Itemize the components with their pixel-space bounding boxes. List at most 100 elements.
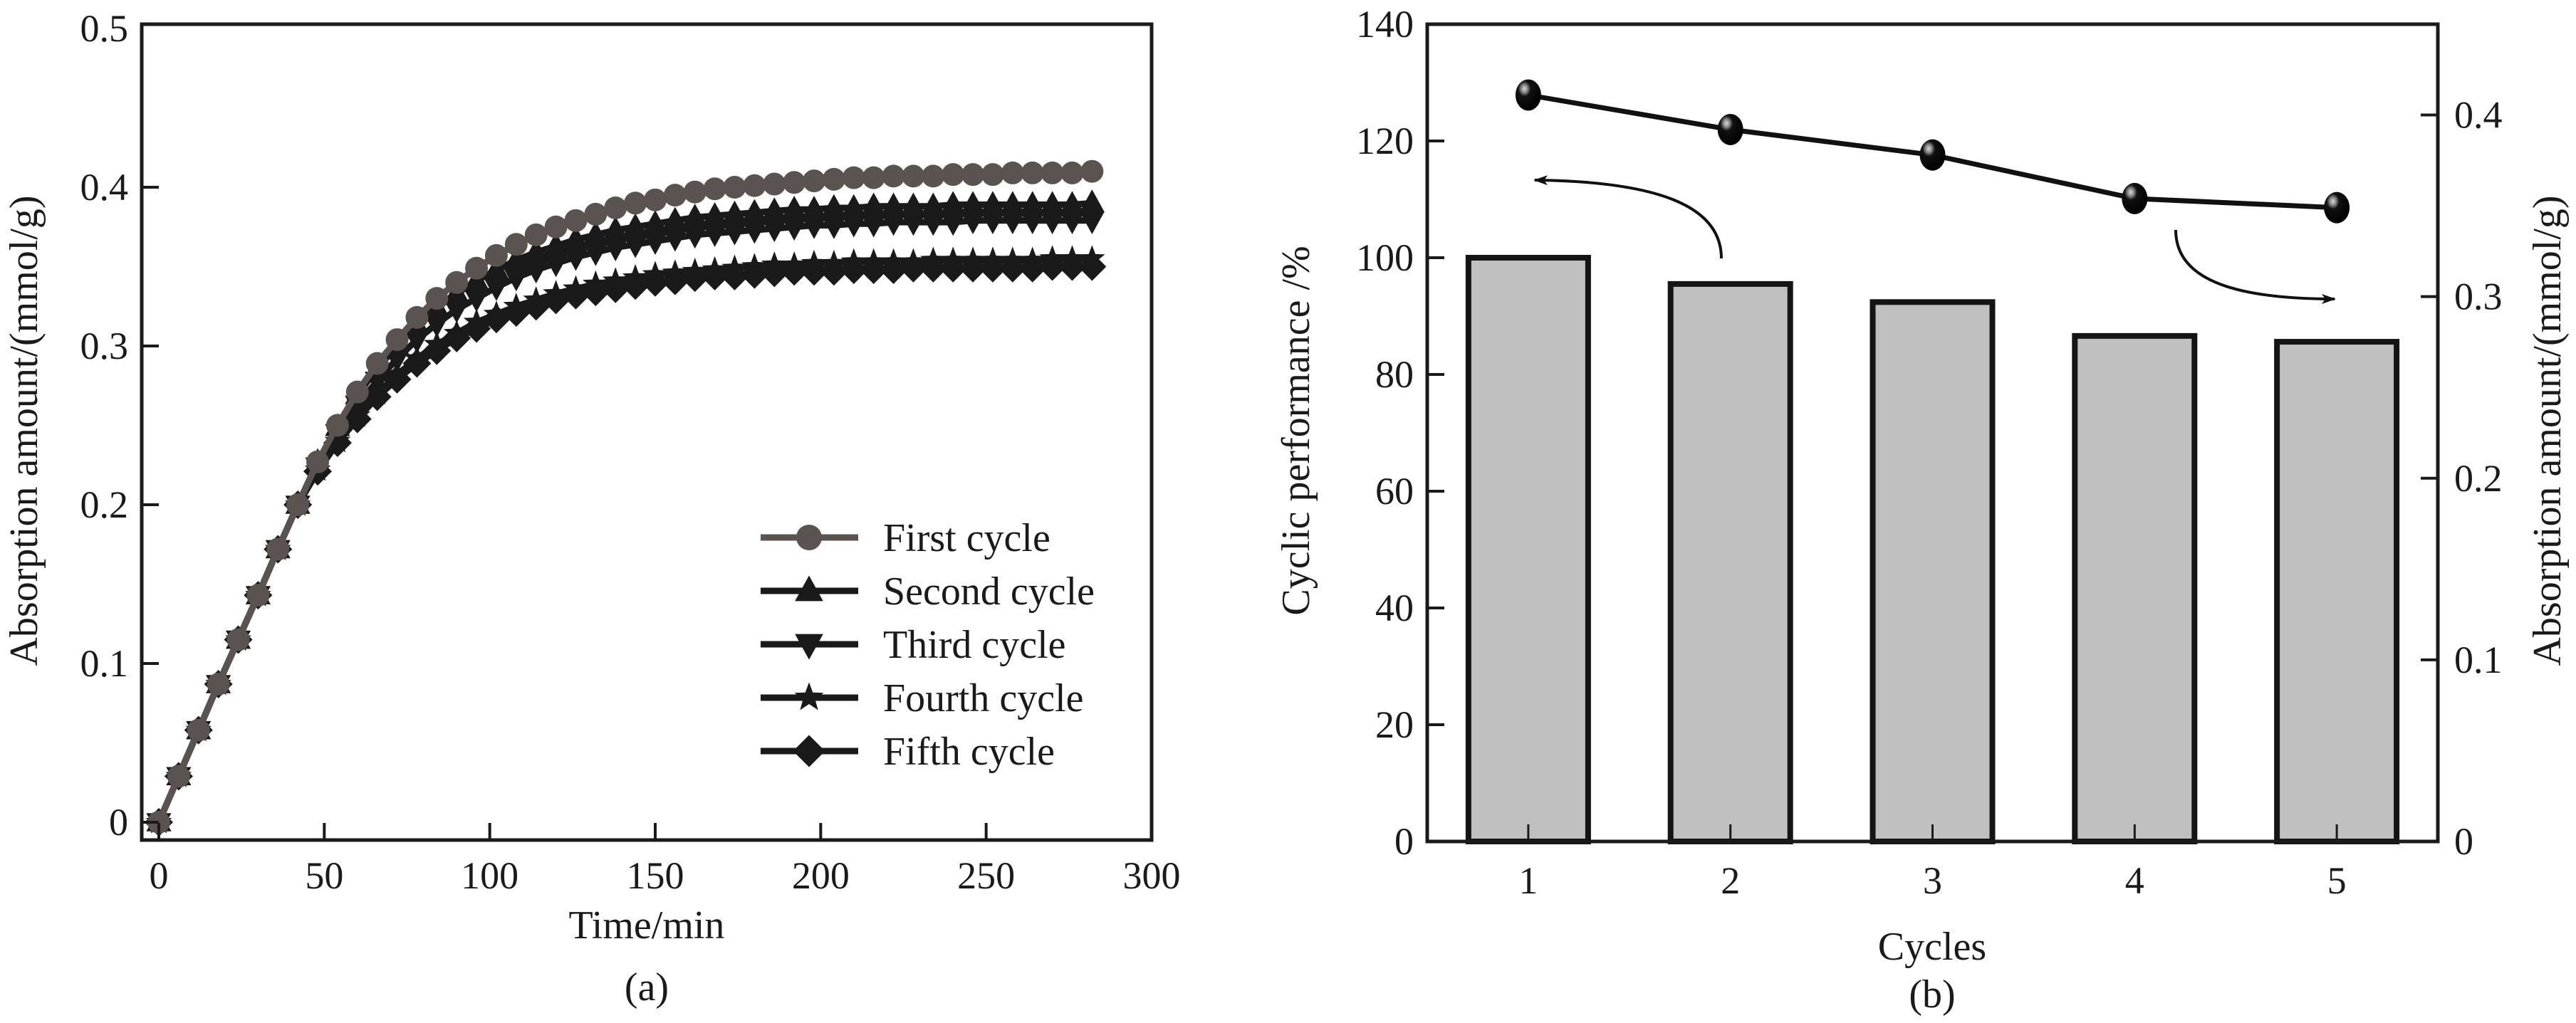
data-point	[622, 263, 649, 289]
data-point	[721, 222, 748, 246]
data-point	[1041, 161, 1064, 184]
data-point	[523, 286, 549, 311]
data-point	[1000, 191, 1026, 214]
y-tick-label: 0.1	[80, 642, 129, 685]
data-point	[822, 167, 845, 191]
data-point	[900, 248, 927, 273]
data-point	[266, 537, 290, 561]
data-point	[484, 243, 508, 267]
y2-tick-label: 0	[2454, 820, 2473, 863]
data-point	[1079, 211, 1105, 235]
data-point	[882, 164, 905, 188]
data-point	[583, 270, 609, 295]
data-point	[862, 166, 885, 189]
data-point	[543, 280, 569, 305]
x-tick-label: 50	[305, 854, 343, 897]
data-point	[424, 314, 449, 337]
legend-label: Fourth cycle	[883, 676, 1083, 720]
data-point	[424, 330, 450, 356]
panel-a-legend: First cycle Second cycle Third cycle Fourth…	[761, 516, 1095, 774]
y2-tick-label: 0.4	[2454, 94, 2503, 137]
data-point	[1079, 245, 1105, 270]
data-point	[702, 201, 728, 225]
data-point	[939, 246, 966, 272]
data-point	[503, 293, 530, 318]
data-point	[860, 248, 887, 273]
panel-a-label: (a)	[625, 965, 669, 1009]
y-tick-label: 100	[1356, 236, 1414, 279]
x-tick-label: 100	[461, 854, 518, 897]
data-point	[795, 575, 823, 602]
data-point	[1059, 211, 1085, 235]
bar-cycle-1	[1465, 255, 1591, 844]
data-point	[761, 219, 787, 243]
data-point	[723, 176, 746, 199]
data-point	[603, 238, 628, 261]
y-tick-label: 0.4	[80, 166, 129, 209]
data-point	[999, 246, 1026, 272]
data-point	[624, 192, 647, 215]
data-point	[922, 164, 945, 188]
data-point	[960, 191, 986, 214]
y-tick-label: 0.2	[80, 483, 129, 526]
data-point	[604, 196, 627, 219]
data-point	[187, 718, 210, 742]
data-point	[584, 202, 608, 226]
data-point	[583, 221, 608, 244]
data-point	[404, 345, 430, 370]
data-point	[246, 584, 270, 607]
data-point	[880, 248, 907, 273]
data-point	[642, 232, 668, 256]
x-tick-label: 300	[1123, 854, 1181, 897]
panel-b-y-axis-title: Cyclic performance /%	[1274, 246, 1318, 615]
data-point	[741, 253, 768, 278]
data-point	[880, 213, 907, 236]
panel-b: 1 2 3 4 5 0 20 40 60 80 100 120 140 0 0.1 0.2 0.3 0.4 C…	[1274, 3, 2570, 1017]
data-point	[841, 214, 867, 238]
data-point	[504, 233, 528, 256]
data-point	[345, 380, 369, 404]
data-point	[841, 194, 867, 217]
data-point	[981, 163, 1004, 187]
data-point	[781, 251, 808, 276]
y-tick-label: 40	[1375, 587, 1414, 629]
data-point	[1039, 245, 1065, 270]
data-point	[663, 184, 687, 207]
x-tick-label: 5	[2327, 859, 2347, 902]
panel-b-x-axis-title: Cycles	[1878, 925, 1986, 969]
data-point	[783, 171, 806, 194]
data-point	[662, 206, 688, 230]
absorption-point-cycle-3	[1919, 139, 1946, 171]
legend-item: Second cycle	[761, 570, 1095, 614]
data-point	[583, 243, 608, 266]
panel-b-arrows	[1533, 175, 2336, 304]
absorption-point-cycle-1	[1515, 79, 1541, 111]
panel-a-y-ticks: 0 0.1 0.2 0.3 0.4 0.5	[80, 7, 159, 844]
data-point	[523, 238, 549, 262]
data-point	[801, 216, 827, 239]
x-tick-label: 200	[792, 854, 850, 897]
absorption-point-cycle-2	[1717, 113, 1743, 145]
x-tick-label: 250	[957, 854, 1015, 897]
data-point	[942, 163, 965, 187]
y-tick-label: 0	[109, 801, 128, 844]
data-point	[1059, 191, 1085, 214]
data-point	[820, 249, 848, 275]
data-point	[842, 166, 865, 189]
data-point	[504, 268, 529, 292]
data-point	[781, 196, 807, 219]
data-point	[821, 194, 847, 217]
data-point	[960, 211, 986, 235]
data-point	[523, 261, 549, 284]
data-point	[563, 248, 589, 271]
data-point	[484, 256, 509, 279]
data-point	[484, 278, 509, 301]
data-point	[504, 246, 529, 270]
data-point	[920, 192, 946, 216]
panel-a-x-ticks: 0 50 100 150 200 250 300	[150, 823, 1181, 897]
data-point	[1080, 159, 1104, 183]
data-point	[902, 164, 925, 188]
data-point	[840, 248, 867, 273]
panel-b-y-ticks: 0 20 40 60 80 100 120 140	[1356, 3, 1444, 863]
